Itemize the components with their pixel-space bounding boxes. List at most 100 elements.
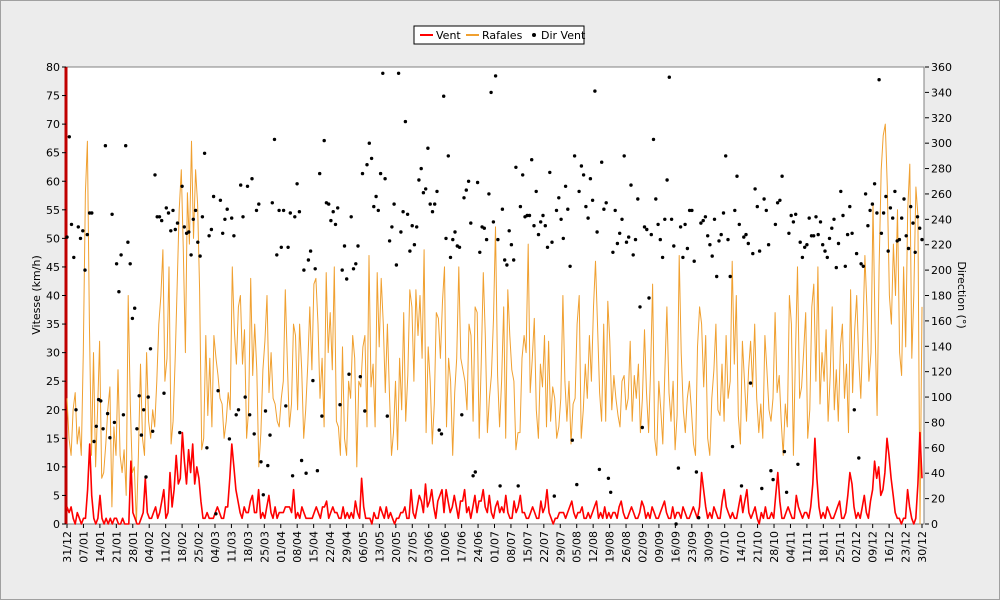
dir-vent-point bbox=[462, 196, 466, 200]
dir-vent-point bbox=[649, 232, 653, 237]
dir-vent-point bbox=[275, 253, 279, 257]
dir-vent-point bbox=[557, 196, 561, 200]
y-right-tick-label: 200 bbox=[931, 264, 952, 277]
y-axis-left-label: Vitesse (km/h) bbox=[30, 255, 43, 335]
dir-vent-point bbox=[676, 466, 681, 470]
y-left-tick-label: 70 bbox=[46, 118, 60, 131]
x-tick-label: 08/07 bbox=[505, 531, 518, 563]
dir-vent-point bbox=[232, 234, 236, 238]
x-tick-label: 04/11 bbox=[784, 531, 797, 563]
dir-vent-point bbox=[225, 207, 229, 211]
dir-vent-point bbox=[67, 135, 72, 139]
dir-vent-point bbox=[478, 250, 482, 254]
dir-vent-point bbox=[620, 217, 624, 221]
dir-vent-point bbox=[117, 290, 121, 294]
dir-vent-point bbox=[730, 444, 735, 449]
dir-vent-point bbox=[65, 235, 69, 239]
y-left-tick-label: 10 bbox=[46, 461, 60, 474]
dir-vent-point bbox=[595, 230, 599, 234]
x-tick-label: 07/01 bbox=[77, 531, 90, 563]
y-right-tick-label: 80 bbox=[931, 416, 945, 429]
dir-vent-point bbox=[654, 197, 658, 201]
dir-vent-point bbox=[193, 208, 198, 213]
dir-vent-point bbox=[897, 237, 902, 242]
dir-vent-point bbox=[78, 236, 83, 241]
x-tick-label: 14/10 bbox=[735, 531, 748, 563]
dir-vent-point bbox=[800, 255, 805, 260]
dir-vent-point bbox=[146, 395, 150, 399]
dir-vent-point bbox=[746, 241, 750, 246]
dir-vent-point bbox=[845, 232, 850, 237]
dir-vent-point bbox=[863, 192, 868, 196]
dir-vent-point bbox=[162, 391, 166, 395]
y-left-tick-label: 60 bbox=[46, 175, 60, 188]
dir-vent-point bbox=[881, 211, 886, 215]
dir-vent-point bbox=[712, 217, 717, 221]
x-tick-label: 24/06 bbox=[472, 531, 485, 563]
y-left-tick-label: 75 bbox=[46, 90, 60, 103]
dir-vent-point bbox=[624, 240, 629, 244]
y-right-tick-label: 280 bbox=[931, 163, 952, 176]
x-tick-label: 21/10 bbox=[752, 531, 765, 563]
dir-vent-point bbox=[566, 207, 570, 211]
dir-vent-point bbox=[514, 165, 518, 169]
dir-vent-point bbox=[548, 170, 552, 175]
dir-vent-point bbox=[536, 232, 541, 237]
dir-vent-point bbox=[861, 264, 865, 268]
dir-vent-point bbox=[667, 75, 671, 79]
x-tick-label: 12/08 bbox=[587, 531, 600, 563]
dir-vent-point bbox=[818, 220, 823, 224]
dir-vent-point bbox=[209, 227, 214, 232]
dir-vent-point bbox=[444, 236, 448, 241]
dir-vent-point bbox=[313, 267, 317, 271]
dir-vent-point bbox=[789, 213, 793, 218]
dir-vent-point bbox=[175, 221, 180, 225]
dir-vent-point bbox=[252, 432, 256, 436]
dir-vent-point bbox=[832, 217, 836, 221]
y-left-tick-label: 30 bbox=[46, 347, 60, 360]
dir-vent-point bbox=[685, 246, 690, 251]
dir-vent-point bbox=[870, 202, 875, 206]
dir-vent-point bbox=[396, 71, 401, 76]
x-tick-label: 09/09 bbox=[653, 531, 666, 563]
dir-vent-point bbox=[866, 224, 870, 228]
dir-vent-point bbox=[198, 254, 202, 258]
dir-vent-point bbox=[272, 137, 277, 142]
dir-vent-point bbox=[622, 154, 626, 158]
x-tick-label: 20/05 bbox=[390, 531, 403, 563]
dir-vent-point bbox=[250, 177, 254, 181]
dir-vent-point bbox=[166, 211, 171, 215]
dir-vent-point bbox=[365, 163, 369, 167]
dir-vent-point bbox=[139, 433, 144, 437]
x-tick-label: 28/01 bbox=[127, 531, 140, 563]
x-tick-label: 16/09 bbox=[669, 531, 682, 563]
dir-vent-point bbox=[342, 244, 347, 248]
dir-vent-point bbox=[412, 243, 417, 247]
dir-vent-point bbox=[563, 184, 568, 188]
y-left-tick-label: 0 bbox=[53, 518, 60, 531]
dir-vent-point bbox=[245, 184, 250, 188]
dir-vent-point bbox=[918, 226, 922, 230]
dir-vent-point bbox=[814, 215, 818, 219]
legend-box bbox=[413, 25, 585, 45]
dir-vent-point bbox=[836, 241, 841, 246]
dir-vent-point bbox=[812, 234, 816, 238]
dir-vent-point bbox=[446, 154, 450, 158]
x-tick-label: 18/03 bbox=[242, 531, 255, 563]
x-tick-label: 11/02 bbox=[160, 531, 173, 563]
dir-vent-point bbox=[669, 217, 674, 221]
dir-vent-point bbox=[142, 408, 146, 412]
x-tick-label: 30/12 bbox=[916, 531, 929, 563]
x-tick-label: 22/04 bbox=[324, 531, 337, 563]
x-tick-label: 08/04 bbox=[291, 531, 304, 563]
dir-vent-point bbox=[791, 220, 796, 224]
dir-vent-point bbox=[428, 202, 432, 206]
x-tick-label: 03/06 bbox=[423, 531, 436, 563]
dir-vent-point bbox=[302, 268, 306, 272]
dir-vent-point bbox=[724, 154, 728, 158]
y-right-tick-label: 320 bbox=[931, 112, 952, 125]
dir-vent-point bbox=[200, 215, 205, 219]
dir-vent-point bbox=[171, 208, 175, 213]
dir-vent-point bbox=[518, 204, 523, 209]
dir-vent-point bbox=[69, 222, 74, 227]
